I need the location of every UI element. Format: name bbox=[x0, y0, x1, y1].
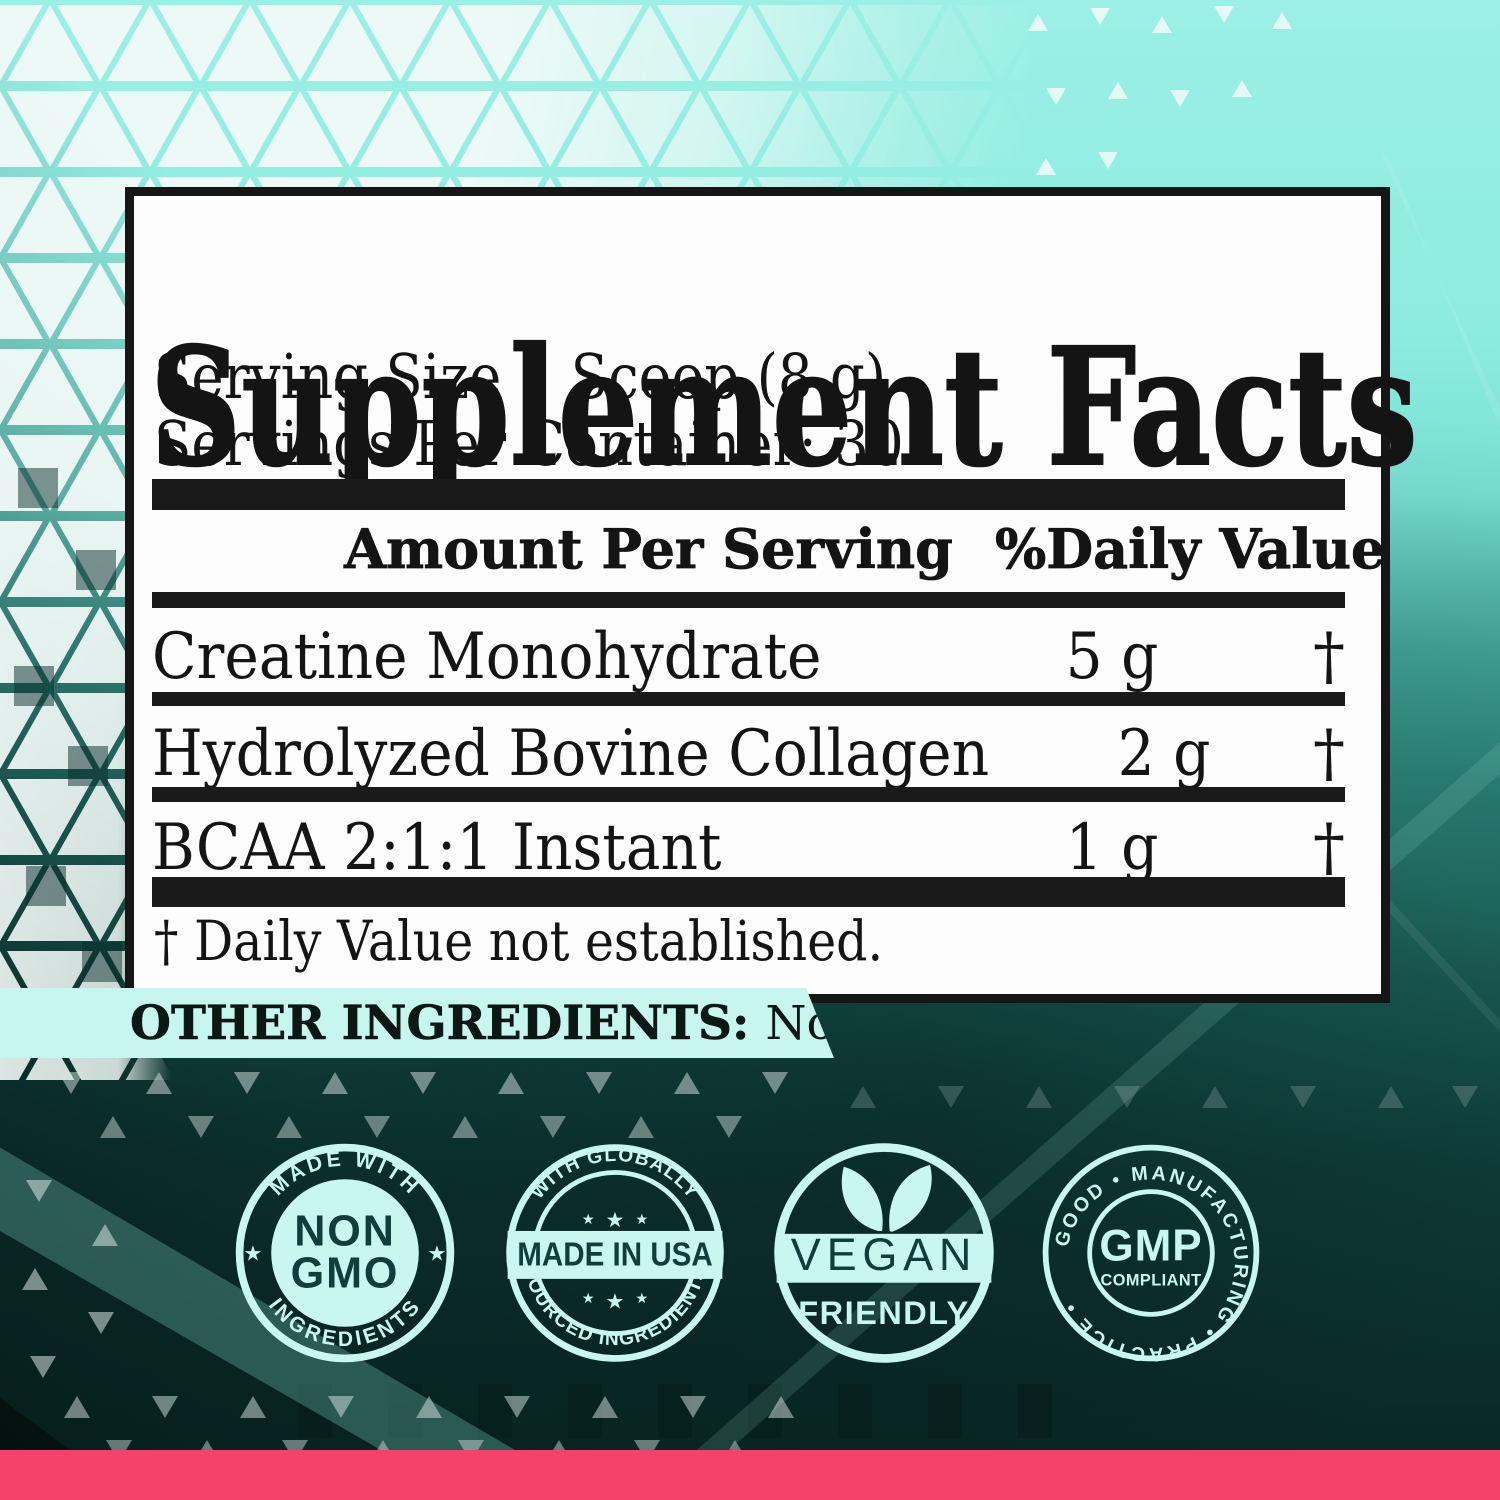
ingredient-amount: 2 g bbox=[1117, 717, 1210, 791]
table-header: Amount Per Serving %Daily Value bbox=[152, 510, 1386, 588]
serving-size: Serving Size 1 Scoop (8 g) bbox=[154, 340, 887, 413]
ingredient-amount: 1 g bbox=[1066, 811, 1159, 885]
vegan-friendly-badge: VEGAN FRIENDLY bbox=[774, 1143, 994, 1363]
ingredient-name: Hydrolyzed Bovine Collagen bbox=[152, 717, 990, 791]
star-icon: ★ bbox=[244, 1241, 263, 1266]
panel-title-text: Supplement Facts bbox=[149, 312, 1418, 503]
badge-band bbox=[507, 1230, 723, 1279]
divider-thick bbox=[152, 479, 1345, 510]
divider-thick bbox=[152, 877, 1345, 907]
badge-text-line2: FRIENDLY bbox=[798, 1295, 969, 1331]
star-icon: ★ bbox=[582, 1291, 595, 1307]
badge-ring bbox=[235, 1143, 455, 1363]
daily-value-footnote: † Daily Value not established. bbox=[154, 909, 884, 973]
ingredient-daily-value: † bbox=[1313, 620, 1345, 694]
supplement-facts-panel: Supplement Facts Serving Size 1 Scoop (8… bbox=[125, 187, 1418, 1003]
badge-text-line1: NON bbox=[294, 1207, 396, 1255]
servings-per-container: Servings Per Container: 30 bbox=[154, 407, 904, 480]
non-gmo-badge: MADE WITH INGREDIENTS ★ ★ NON GMO bbox=[235, 1143, 455, 1363]
col-amount-per-serving: Amount Per Serving bbox=[344, 517, 954, 582]
star-icon: ★ bbox=[635, 1212, 648, 1228]
other-ingredients-banner: OTHER INGREDIENTS: None bbox=[0, 988, 834, 1058]
badge-band bbox=[776, 1233, 992, 1283]
table-row: Hydrolyzed Bovine Collagen 2 g † bbox=[152, 706, 1345, 802]
panel-title: Supplement Facts bbox=[149, 312, 1500, 503]
badge-ring bbox=[1042, 1144, 1260, 1362]
col-daily-value: %Daily Value bbox=[995, 517, 1386, 582]
ingredient-name: Creatine Monohydrate bbox=[152, 620, 822, 694]
badge-inner-circle bbox=[271, 1179, 419, 1327]
other-ingredients-label: OTHER INGREDIENTS: bbox=[130, 995, 750, 1051]
badge-inner-ring bbox=[1087, 1189, 1215, 1317]
divider bbox=[152, 592, 1345, 608]
star-icon: ★ bbox=[635, 1291, 648, 1307]
gmp-compliant-badge: GOOD • MANUFACTURING • PRACTICE • GMP CO… bbox=[1042, 1144, 1260, 1365]
table-row: Creatine Monohydrate 5 g † bbox=[152, 609, 1345, 705]
star-icon: ★ bbox=[606, 1289, 625, 1314]
star-icon: ★ bbox=[606, 1207, 625, 1232]
badge-band-text: MADE IN USA bbox=[517, 1236, 713, 1273]
star-icon: ★ bbox=[428, 1241, 447, 1266]
badge-text-line1: VEGAN bbox=[791, 1229, 977, 1280]
badge-text-line2: COMPLIANT bbox=[1100, 1272, 1201, 1290]
ingredient-daily-value: † bbox=[1313, 717, 1345, 791]
leaf-icon bbox=[841, 1166, 883, 1231]
badge-text-line1: GMP bbox=[1099, 1222, 1202, 1271]
divider bbox=[152, 787, 1345, 802]
table-row: BCAA 2:1:1 Instant 1 g † bbox=[152, 800, 1345, 896]
ingredient-daily-value: † bbox=[1313, 811, 1345, 885]
badge-text-line2: GMO bbox=[291, 1250, 400, 1298]
divider bbox=[152, 692, 1345, 706]
star-icon: ★ bbox=[582, 1212, 595, 1228]
ingredient-name: BCAA 2:1:1 Instant bbox=[152, 811, 722, 885]
leaf-icon bbox=[889, 1164, 932, 1232]
made-in-usa-badge: WITH GLOBALLY SOURCED INGREDIENTS ★ ★ ★ … bbox=[506, 1144, 724, 1362]
ingredient-amount: 5 g bbox=[1066, 620, 1159, 694]
accent-bar bbox=[0, 1450, 1500, 1500]
